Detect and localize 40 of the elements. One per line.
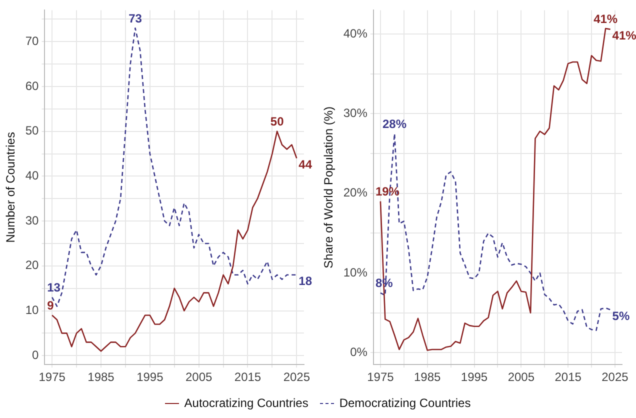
data-label: 18 <box>298 274 312 288</box>
x-tick-label: 1995 <box>136 370 164 384</box>
data-label: 5% <box>612 308 630 323</box>
legend-label: Democratizing Countries <box>339 396 471 410</box>
y-axis-title: Share of World Population (%) <box>322 106 336 268</box>
y-tick-label: 0 <box>32 348 40 362</box>
y-tick-label: 10% <box>343 265 368 280</box>
y-tick-label: 20 <box>25 258 40 272</box>
legend-label: Autocratizing Countries <box>184 396 308 410</box>
data-label: 9 <box>47 298 54 313</box>
data-label: 73 <box>128 11 142 26</box>
x-tick-label: 1985 <box>88 370 115 384</box>
y-tick-label: 40 <box>25 168 40 182</box>
y-tick-label: 50 <box>25 124 40 138</box>
data-label: 19% <box>375 184 400 199</box>
x-tick-label: 2005 <box>508 370 535 384</box>
x-tick-label: 1995 <box>460 370 488 384</box>
x-tick-label: 2025 <box>283 370 310 384</box>
x-tick-label: 1975 <box>367 370 394 384</box>
data-label: 41% <box>594 12 618 26</box>
x-tick-label: 1975 <box>38 370 66 384</box>
y-tick-label: 70 <box>25 34 40 48</box>
y-tick-label: 60 <box>25 78 40 93</box>
data-label: 28% <box>382 116 407 131</box>
y-tick-label: 10 <box>25 303 40 318</box>
x-tick-label: 2015 <box>234 370 262 384</box>
x-tick-label: 1985 <box>414 370 442 384</box>
x-tick-label: 2025 <box>602 370 629 384</box>
data-label: 44 <box>298 158 312 172</box>
y-tick-label: 40% <box>343 26 368 40</box>
y-axis-title: Number of Countries <box>4 132 18 243</box>
data-label: 41% <box>612 28 636 43</box>
y-tick-label: 30 <box>25 213 40 228</box>
y-tick-label: 30% <box>343 106 368 120</box>
x-tick-label: 2015 <box>554 370 582 384</box>
y-tick-label: 0% <box>350 344 368 359</box>
y-tick-label: 20% <box>343 186 368 200</box>
data-label: 50 <box>270 114 284 129</box>
data-label: 13 <box>47 280 61 295</box>
x-tick-label: 2005 <box>185 370 212 384</box>
